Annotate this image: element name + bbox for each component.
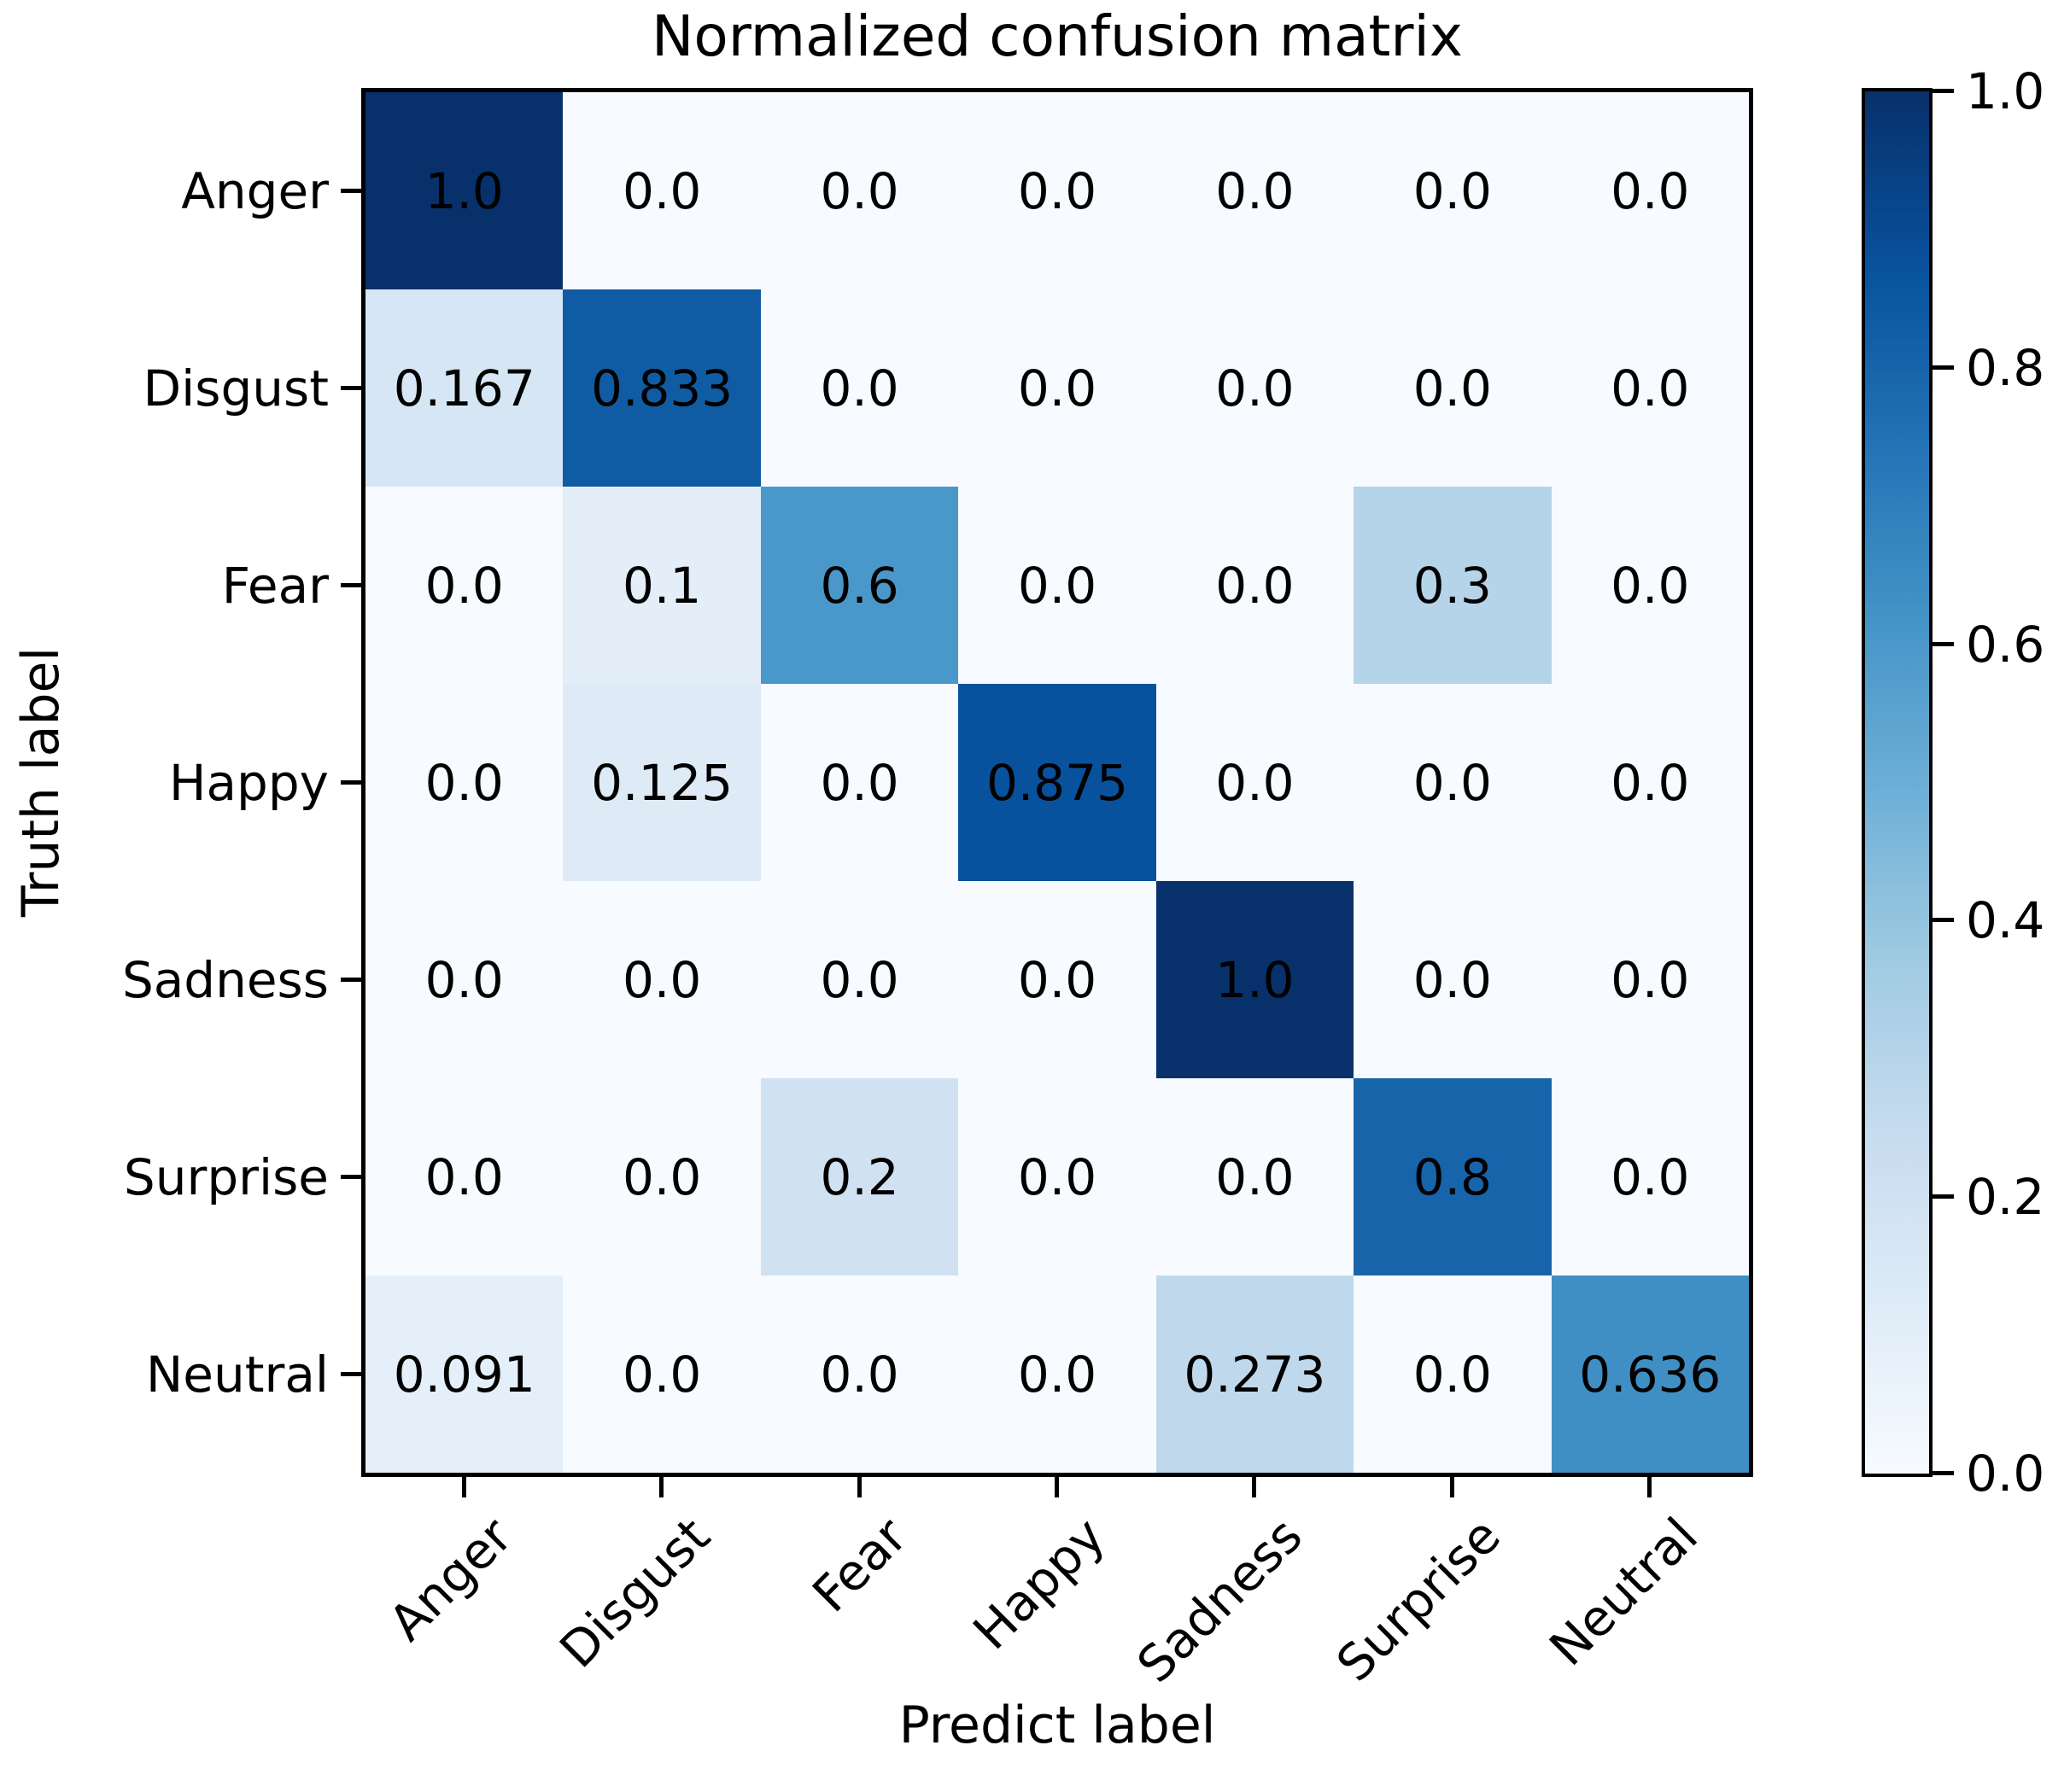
- heatmap-cell: 1.0: [1155, 881, 1354, 1078]
- heatmap-cell: 0.0: [760, 1275, 959, 1473]
- x-axis-tick-label: Sadness: [1126, 1506, 1314, 1694]
- x-axis-tick-label: Surprise: [1324, 1506, 1512, 1693]
- heatmap-cell: 0.0: [1155, 487, 1354, 684]
- x-axis-title: Predict label: [898, 1696, 1216, 1755]
- x-axis-tick-label: Disgust: [548, 1506, 721, 1679]
- x-axis-tick-label: Fear: [801, 1506, 919, 1624]
- heatmap-cell: 0.8: [1354, 1078, 1552, 1275]
- colorbar-tick-label: 1.0: [1966, 62, 2045, 120]
- y-axis-tick-label: Anger: [181, 161, 329, 220]
- heatmap-cell: 0.0: [365, 881, 564, 1078]
- y-axis-tick: [341, 188, 361, 193]
- colorbar-tick: [1933, 1194, 1954, 1200]
- colorbar-tick-label: 0.6: [1966, 615, 2045, 674]
- heatmap-cell: 0.0: [365, 487, 564, 684]
- heatmap-cell: 0.0: [760, 92, 959, 289]
- heatmap-cell: 0.0: [1551, 289, 1749, 487]
- heatmap-cell: 0.0: [958, 881, 1156, 1078]
- colorbar-tick: [1933, 365, 1954, 370]
- heatmap-cell: 0.0: [1551, 487, 1749, 684]
- heatmap-cell: 0.0: [958, 1275, 1156, 1473]
- heatmap-cell: 0.0: [563, 92, 761, 289]
- y-axis-tick: [341, 1371, 361, 1376]
- x-axis-tick: [1449, 1477, 1454, 1497]
- colorbar-tick-label: 0.0: [1966, 1445, 2045, 1503]
- y-axis-tick-label: Disgust: [143, 359, 329, 417]
- heatmap-cell: 0.0: [1354, 92, 1552, 289]
- colorbar-tick: [1933, 1471, 1954, 1475]
- heatmap-cell: 0.0: [958, 92, 1156, 289]
- y-axis-tick: [341, 385, 361, 390]
- y-axis-tick: [341, 582, 361, 587]
- x-axis-tick: [659, 1477, 664, 1497]
- x-axis-tick-label: Anger: [377, 1506, 523, 1652]
- heatmap-cell: 0.1: [563, 487, 761, 684]
- heatmap-cell: 0.0: [1354, 289, 1552, 487]
- y-axis-tick: [341, 977, 361, 982]
- heatmap-cell: 0.0: [958, 487, 1156, 684]
- heatmap-cell: 0.875: [958, 684, 1156, 881]
- y-axis-tick-label: Surprise: [123, 1147, 329, 1206]
- heatmap-cell: 0.2: [760, 1078, 959, 1275]
- y-axis-title: Truth label: [11, 646, 71, 918]
- heatmap-cell: 0.273: [1155, 1275, 1354, 1473]
- heatmap-cell: 0.0: [1155, 684, 1354, 881]
- heatmap-cell: 1.0: [365, 92, 564, 289]
- heatmap-cell: 0.0: [1551, 1078, 1749, 1275]
- heatmap-cell: 0.833: [563, 289, 761, 487]
- colorbar-tick-label: 0.8: [1966, 338, 2045, 397]
- heatmap-cell: 0.0: [563, 881, 761, 1078]
- heatmap-cell: 0.125: [563, 684, 761, 881]
- heatmap-cell: 0.0: [1155, 1078, 1354, 1275]
- heatmap-cell: 0.636: [1551, 1275, 1749, 1473]
- heatmap-cell: 0.0: [1155, 289, 1354, 487]
- x-axis-tick-label: Happy: [962, 1506, 1116, 1661]
- heatmap-cell: 0.0: [1551, 92, 1749, 289]
- y-axis-tick-label: Fear: [221, 556, 329, 615]
- x-axis-tick: [1055, 1477, 1059, 1497]
- heatmap-cell: 0.091: [365, 1275, 564, 1473]
- heatmap-cell: 0.0: [1551, 684, 1749, 881]
- colorbar-tick-label: 0.2: [1966, 1168, 2045, 1227]
- heatmap-cell: 0.167: [365, 289, 564, 487]
- x-axis-tick: [857, 1477, 862, 1497]
- y-axis-tick: [341, 1174, 361, 1179]
- colorbar-gradient: [1865, 91, 1929, 1474]
- y-axis-tick-label: Neutral: [145, 1345, 329, 1404]
- heatmap-cell: 0.0: [365, 1078, 564, 1275]
- heatmap-cell: 0.0: [760, 881, 959, 1078]
- x-axis-tick-label: Neutral: [1538, 1506, 1710, 1678]
- colorbar-tick-label: 0.4: [1966, 891, 2045, 950]
- heatmap-cell: 0.0: [760, 289, 959, 487]
- x-axis-tick: [1647, 1477, 1652, 1497]
- heatmap-cell: 0.0: [958, 289, 1156, 487]
- heatmap-cell: 0.3: [1354, 487, 1552, 684]
- heatmap-cell: 0.0: [365, 684, 564, 881]
- heatmap-cell: 0.0: [958, 1078, 1156, 1275]
- chart-title: Normalized confusion matrix: [652, 3, 1463, 69]
- y-axis-tick: [341, 779, 361, 785]
- heatmap-cell: 0.0: [1354, 1275, 1552, 1473]
- colorbar-tick: [1933, 918, 1954, 923]
- colorbar: [1862, 88, 1933, 1477]
- heatmap-cell: 0.0: [1354, 684, 1552, 881]
- y-axis-tick-label: Sadness: [121, 950, 329, 1009]
- heatmap-cell: 0.0: [563, 1275, 761, 1473]
- heatmap-cell: 0.0: [1354, 881, 1552, 1078]
- colorbar-tick: [1933, 641, 1954, 646]
- y-axis-tick-label: Happy: [168, 753, 329, 812]
- colorbar-tick: [1933, 89, 1954, 93]
- heatmap-cell: 0.6: [760, 487, 959, 684]
- x-axis-tick: [1252, 1477, 1257, 1497]
- heatmap-cell: 0.0: [760, 684, 959, 881]
- heatmap-cell: 0.0: [563, 1078, 761, 1275]
- heatmap-cell: 0.0: [1551, 881, 1749, 1078]
- x-axis-tick: [461, 1477, 466, 1497]
- heatmap-cell: 0.0: [1155, 92, 1354, 289]
- heatmap-plot: 1.0 0.0 0.0 0.0 0.0 0.0 0.0 0.167 0.833 0.0 0.0 0.0…: [361, 88, 1753, 1477]
